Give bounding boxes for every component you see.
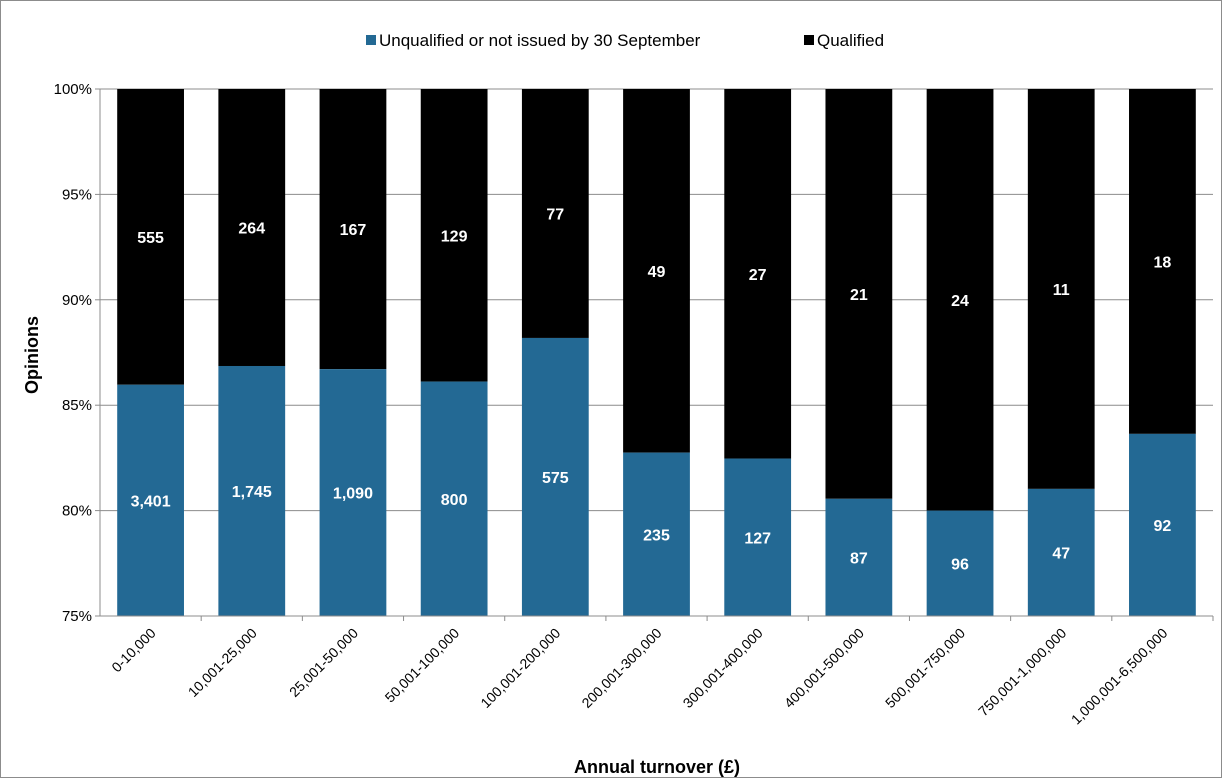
data-label-qualified: 167 <box>340 222 367 239</box>
x-axis-title: Annual turnover (£) <box>574 757 740 777</box>
bar-qualified <box>1027 89 1095 489</box>
data-label-unqualified: 1,745 <box>232 484 272 501</box>
data-label-qualified: 77 <box>546 206 564 223</box>
bar-unqualified <box>420 381 488 616</box>
data-label-unqualified: 3,401 <box>131 493 171 510</box>
data-labels: 555 3,401 264 1,745 167 1,090 129 800 77 575 49 235… <box>131 206 1172 573</box>
y-tick-label: 90% <box>62 292 92 309</box>
x-tick-label: 1,000,001-6,500,000 <box>1068 625 1171 728</box>
bar-unqualified <box>1027 488 1095 616</box>
y-tick-labels: 75% 80% 85% 90% 95% 100% <box>54 81 92 625</box>
x-tick-label: 200,001-300,000 <box>578 625 664 711</box>
data-label-unqualified: 800 <box>441 492 468 509</box>
y-tick-label: 80% <box>62 503 92 520</box>
data-label-qualified: 11 <box>1053 282 1070 299</box>
bar-qualified <box>926 89 994 511</box>
bar-qualified <box>521 89 589 338</box>
y-tick-label: 85% <box>62 397 92 414</box>
data-label-qualified: 21 <box>850 287 868 304</box>
data-label-qualified: 264 <box>238 220 265 237</box>
data-label-unqualified: 92 <box>1154 518 1172 535</box>
data-label-qualified: 27 <box>749 267 767 284</box>
x-tick-labels: 0-10,000 10,001-25,000 25,001-50,000 50,001… <box>108 625 1170 728</box>
bar-unqualified <box>1129 433 1196 616</box>
y-tick-label: 95% <box>62 186 92 203</box>
bar-qualified <box>420 89 488 382</box>
x-tick-label: 400,001-500,000 <box>781 625 867 711</box>
bar-unqualified <box>724 458 792 616</box>
y-tick-label: 75% <box>62 608 92 625</box>
data-label-qualified: 129 <box>441 228 468 245</box>
legend: Unqualified or not issued by 30 Septembe… <box>366 31 884 50</box>
data-label-unqualified: 235 <box>643 527 670 544</box>
x-tick-label: 0-10,000 <box>108 625 159 676</box>
legend-label-qualified: Qualified <box>817 31 884 50</box>
data-label-unqualified: 96 <box>951 556 969 573</box>
legend-swatch-unqualified <box>366 35 376 45</box>
x-tick-label: 50,001-100,000 <box>382 625 463 706</box>
data-label-qualified: 18 <box>1154 254 1172 271</box>
data-label-qualified: 555 <box>137 230 164 247</box>
x-tick-label: 500,001-750,000 <box>882 625 968 711</box>
bar-unqualified <box>521 337 589 616</box>
x-tick-label: 100,001-200,000 <box>477 625 563 711</box>
bar-qualified <box>319 89 387 370</box>
bar-qualified <box>1129 89 1196 434</box>
legend-label-unqualified: Unqualified or not issued by 30 Septembe… <box>379 31 701 50</box>
bar-qualified <box>218 89 286 366</box>
data-label-unqualified: 575 <box>542 470 569 487</box>
data-label-unqualified: 127 <box>744 530 771 547</box>
x-tick-label: 10,001-25,000 <box>185 625 260 700</box>
bar-qualified <box>623 89 690 453</box>
data-label-unqualified: 87 <box>850 550 868 567</box>
bar-qualified <box>117 89 184 385</box>
data-label-unqualified: 47 <box>1052 545 1070 562</box>
y-axis-title: Opinions <box>22 316 42 394</box>
x-tick-label: 25,001-50,000 <box>286 625 361 700</box>
bar-qualified <box>724 89 792 459</box>
x-tick-label: 300,001-400,000 <box>680 625 766 711</box>
data-label-qualified: 49 <box>648 264 666 281</box>
bar-unqualified <box>319 369 387 616</box>
data-label-unqualified: 1,090 <box>333 486 373 503</box>
bar-qualified <box>825 89 893 499</box>
bar-unqualified <box>218 365 286 616</box>
bars <box>117 89 1196 616</box>
legend-swatch-qualified <box>804 35 814 45</box>
x-tick-label: 750,001-1,000,000 <box>975 625 1070 720</box>
bar-unqualified <box>926 510 994 616</box>
y-tick-label: 100% <box>54 81 92 98</box>
axes <box>95 88 1214 621</box>
data-label-qualified: 24 <box>951 293 969 310</box>
bar-unqualified <box>825 498 893 616</box>
bar-unqualified <box>623 452 690 616</box>
bar-unqualified <box>117 384 184 616</box>
